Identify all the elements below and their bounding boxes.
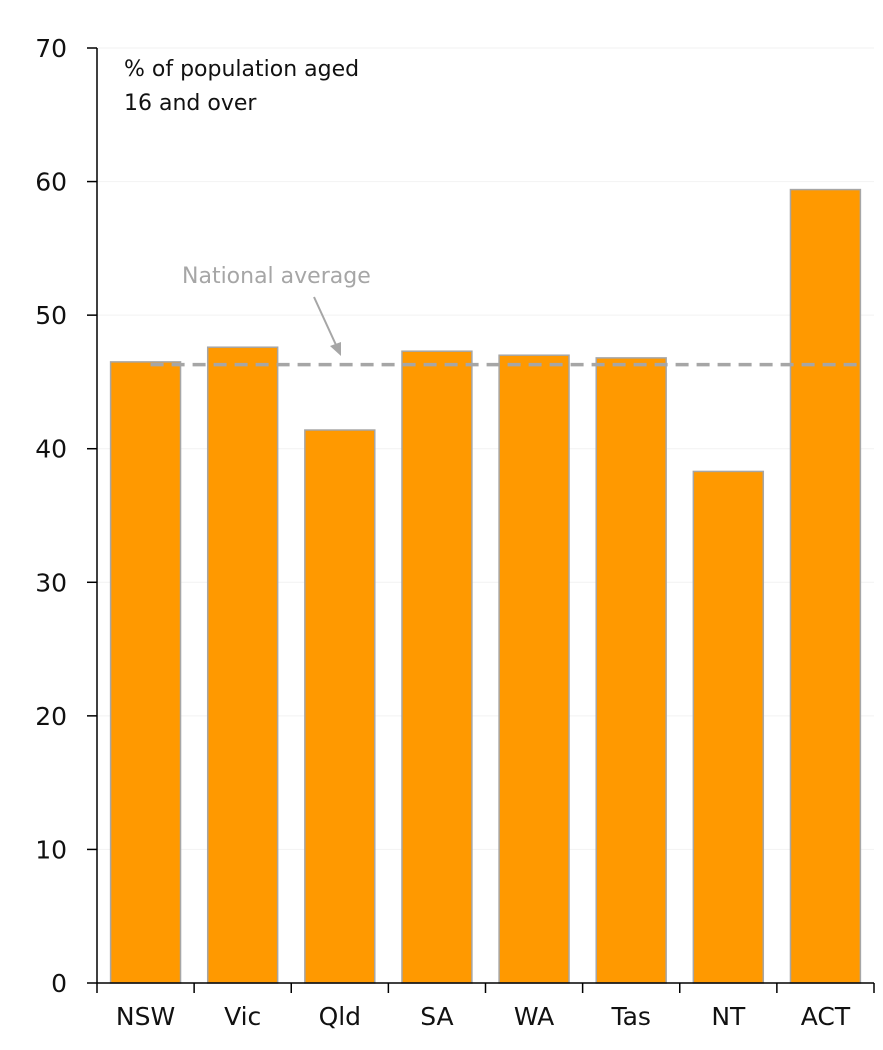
x-tick-label: Tas xyxy=(610,1002,650,1031)
y-axis-label-line-2: 16 and over xyxy=(124,91,257,116)
x-tick-label: NT xyxy=(711,1002,746,1031)
x-tick-label: Qld xyxy=(319,1002,362,1031)
y-tick-label: 0 xyxy=(51,969,67,998)
y-axis-label-line-1: % of population aged xyxy=(124,57,359,82)
y-tick-label: 20 xyxy=(35,702,67,731)
bar-sa xyxy=(401,350,473,984)
bar-vic xyxy=(206,346,279,984)
y-tick-label: 30 xyxy=(35,568,67,597)
bar-wa xyxy=(498,354,570,984)
bar-qld xyxy=(304,429,376,984)
y-tick-label: 50 xyxy=(35,301,67,330)
x-tick-label: SA xyxy=(420,1002,453,1031)
bar-nt xyxy=(692,470,765,984)
x-tick-label: Vic xyxy=(224,1002,261,1031)
axes: NSW Vic Qld SA WA Tas NT ACT 0 10 20 30 40 50 60 70 xyxy=(35,34,875,1031)
reference-line-group: National average xyxy=(150,264,859,367)
bar-nsw xyxy=(109,361,182,984)
y-tick-label: 60 xyxy=(35,168,67,197)
annotation-arrow-head xyxy=(330,342,341,356)
y-tick-label: 40 xyxy=(35,435,67,464)
x-tick-label: NSW xyxy=(116,1002,175,1031)
bar-tas xyxy=(595,357,667,984)
y-tick-label: 10 xyxy=(35,835,67,864)
bar-act xyxy=(789,188,862,984)
x-tick-label: ACT xyxy=(801,1002,851,1031)
national-average-label: National average xyxy=(182,264,371,289)
bars xyxy=(109,188,862,984)
x-tick-label: WA xyxy=(514,1002,554,1031)
annotation-arrow-shaft xyxy=(313,296,337,346)
y-tick-label: 70 xyxy=(35,34,67,63)
